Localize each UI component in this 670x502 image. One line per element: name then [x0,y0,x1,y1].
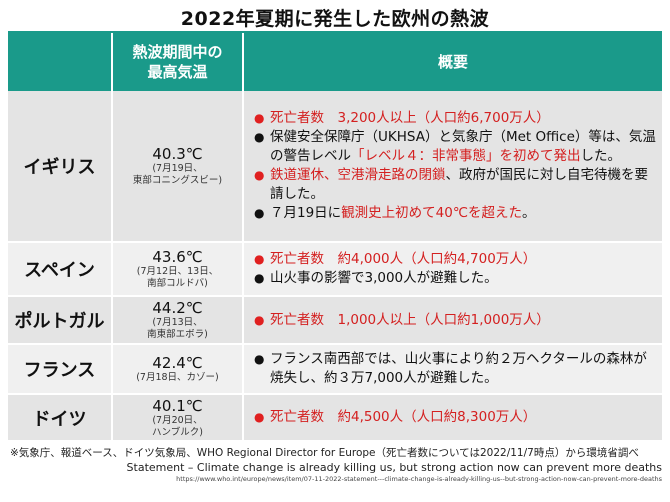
bullet-icon: ● [254,111,265,125]
bullet-icon: ● [254,130,265,144]
table-row: フランス 42.4℃ (7月18日、カゾー) ● フランス南西部では、山火事により約２… [8,344,662,395]
bullet-icon: ● [254,206,265,220]
country-name: フランス [8,344,113,395]
footnotes: ※気象庁、報道ベース、ドイツ気象局、WHO Regional Director … [10,446,662,484]
bullet-icon: ● [254,352,265,366]
summary-text: 、政府が国民に対し自宅待機を要請した。 [270,167,648,202]
summary-text: 観測史上初めて40℃を超えた [341,205,523,221]
summary-text: した。 [580,148,622,164]
max-temp-cell: 43.6℃ (7月12日、13日、 南部コルドバ) [112,242,244,297]
bullet-icon: ● [254,410,265,424]
page-title: 2022年夏期に発生した欧州の熱波 [180,8,490,30]
table-row: ポルトガル 44.2℃ (7月13日、 南東部エボラ) ● 死亡者数 1,000人以上（… [8,296,662,345]
summary-item: ● 山火事の影響で3,000人が避難した。 [252,269,656,288]
temp-note: (7月18日、カゾー) [136,372,219,383]
max-temp-value: 42.4℃ [152,354,203,372]
summary-item: ● 保健安全保障庁（UKHSA）と気象庁（Met Office）等は、気温の警告レ… [252,128,656,166]
bullet-icon: ● [254,168,265,182]
footnote-source: ※気象庁、報道ベース、ドイツ気象局、WHO Regional Director … [10,447,639,459]
max-temp-value: 40.3℃ [152,145,203,163]
summary-text: 。 [522,205,536,221]
max-temp-value: 44.2℃ [152,299,203,317]
bullet-icon: ● [254,271,265,285]
temp-location: 南東部エボラ) [147,329,208,340]
country-name: ポルトガル [8,296,113,345]
summary-item: ● 死亡者数 3,200人以上（人口約6,700万人） [252,109,656,128]
summary-cell: ● 死亡者数 約4,500人（人口約8,300万人） [243,394,662,442]
summary-text: 「レベル４：非常事態」を初めて発出 [351,148,581,164]
footnote-statement: Statement – Climate change is already ki… [126,461,662,474]
bullet-icon: ● [254,312,265,327]
table-row: ドイツ 40.1℃ (7月20日、 ハンブルク) ● 死亡者数 約4,500人（人口約8… [8,394,662,442]
country-name: スペイン [8,242,113,297]
header-summary: 概要 [243,33,662,91]
temp-note: (7月13日、 [152,317,203,328]
temp-note: (7月19日、 [152,163,203,174]
table-row: イギリス 40.3℃ (7月19日、 東部コニングスビー) ● 死亡者数 3,200人以… [8,91,662,243]
bullet-icon: ● [254,252,265,266]
header-max-temp: 熱波期間中の 最高気温 [112,33,244,91]
summary-cell: ● フランス南西部では、山火事により約２万ヘクタールの森林が焼失し、約３万7,00… [243,344,662,395]
temp-note: (7月12日、13日、 [136,266,219,277]
summary-text: 死亡者数 約4,500人（人口約8,300万人） [270,409,537,425]
summary-text: 死亡者数 3,200人以上（人口約6,700万人） [270,110,550,126]
summary-item: ● 死亡者数 1,000人以上（人口約1,000万人） [252,311,656,330]
summary-text: フランス南西部では、山火事により約２万ヘクタールの森林が焼失し、約３万7,000… [270,351,647,386]
summary-item: ● 鉄道運休、空港滑走路の閉鎖、政府が国民に対し自宅待機を要請した。 [252,166,656,204]
header-country [8,33,113,91]
summary-text: ７月19日に [270,205,342,221]
temp-location: 南部コルドバ) [147,278,208,289]
max-temp-value: 40.1℃ [152,396,203,415]
max-temp-cell: 40.3℃ (7月19日、 東部コニングスビー) [112,91,244,243]
summary-text: 鉄道運休、空港滑走路の閉鎖 [270,167,446,183]
table-header: 熱波期間中の 最高気温 概要 [8,33,662,91]
header-max-temp-line1: 熱波期間中の [132,43,223,61]
title-divider [8,31,662,33]
max-temp-cell: 40.1℃ (7月20日、 ハンブルク) [112,394,244,442]
summary-cell: ● 死亡者数 1,000人以上（人口約1,000万人） [243,296,662,345]
max-temp-cell: 44.2℃ (7月13日、 南東部エボラ) [112,296,244,345]
temp-location: 東部コニングスビー) [132,175,223,186]
country-name: イギリス [8,91,113,243]
footnote-url[interactable]: https://www.who.int/europe/news/item/07-… [176,475,662,483]
temp-note: (7月20日、 [152,414,203,426]
max-temp-value: 43.6℃ [152,248,203,266]
summary-text: 死亡者数 約4,000人（人口約4,700万人） [270,251,537,267]
summary-text: 山火事の影響で3,000人が避難した。 [270,270,498,286]
header-max-temp-line2: 最高気温 [147,63,208,81]
summary-item: ● 死亡者数 約4,000人（人口約4,700万人） [252,250,656,269]
summary-cell: ● 死亡者数 約4,000人（人口約4,700万人） ● 山火事の影響で3,000人が… [243,242,662,297]
heatwave-table: 熱波期間中の 最高気温 概要 イギリス 40.3℃ (7月19日、 東部コニングスビー… [8,33,662,442]
summary-cell: ● 死亡者数 3,200人以上（人口約6,700万人） ● 保健安全保障庁（UKHSA… [243,91,662,243]
summary-text: 保健安全保障庁（UKHSA）と気象庁（Met Office）等は、気温の警告レベ… [270,129,656,164]
summary-item: ● フランス南西部では、山火事により約２万ヘクタールの森林が焼失し、約３万7,00… [252,350,656,388]
summary-text: 死亡者数 1,000人以上（人口約1,000万人） [270,311,550,328]
max-temp-cell: 42.4℃ (7月18日、カゾー) [112,344,244,395]
summary-item: ● 死亡者数 約4,500人（人口約8,300万人） [252,408,656,427]
temp-location: ハンブルク) [152,426,203,438]
summary-item: ● ７月19日に観測史上初めて40℃を超えた。 [252,204,656,223]
table-row: スペイン 43.6℃ (7月12日、13日、 南部コルドバ) ● 死亡者数 約4,000… [8,242,662,297]
country-name: ドイツ [8,394,113,442]
